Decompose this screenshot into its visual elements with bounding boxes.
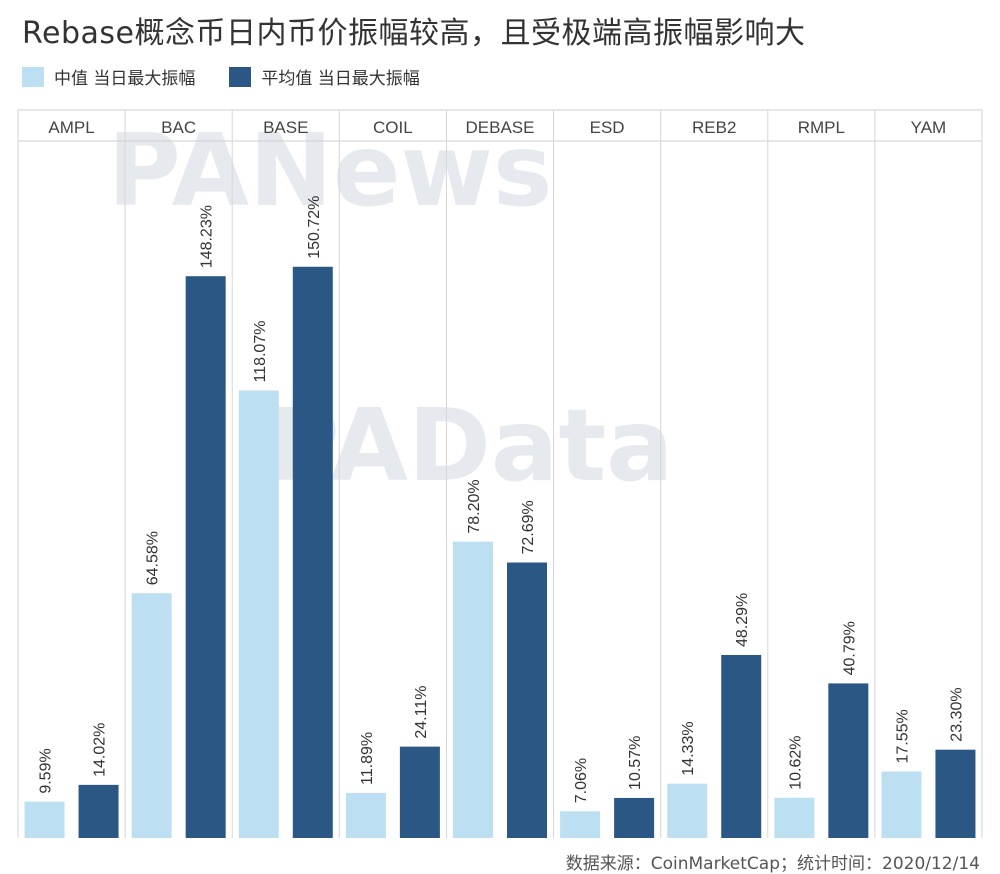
source-note: 数据来源：CoinMarketCap；统计时间：2020/12/14 bbox=[565, 854, 980, 874]
data-label: 17.55% bbox=[894, 709, 911, 763]
data-labels: 9.59% 14.02% 64.58% 148.23% 118.07% 150.72% 11… bbox=[38, 196, 966, 804]
data-label: 78.20% bbox=[466, 479, 483, 533]
bar-median bbox=[667, 783, 708, 838]
data-label: 48.29% bbox=[734, 593, 751, 647]
data-label: 11.89% bbox=[359, 732, 376, 785]
data-label: 118.07% bbox=[252, 321, 269, 383]
bar-mean bbox=[292, 266, 333, 838]
category-label: RMPL bbox=[798, 118, 845, 137]
legend-item-median: 中值 当日最大振幅 bbox=[22, 64, 195, 89]
data-label: 64.58% bbox=[145, 531, 162, 585]
data-label: 14.02% bbox=[92, 723, 109, 777]
data-label: 40.79% bbox=[841, 621, 858, 675]
legend-item-mean: 平均值 当日最大振幅 bbox=[229, 64, 420, 89]
bar-mean bbox=[507, 562, 547, 838]
data-label: 10.57% bbox=[627, 736, 644, 790]
watermark-text: PANews bbox=[108, 112, 553, 229]
bar-mean bbox=[935, 749, 976, 838]
bars bbox=[24, 266, 976, 838]
category-label: DEBASE bbox=[466, 118, 535, 137]
bar-median bbox=[774, 797, 815, 838]
bar-median bbox=[453, 541, 493, 838]
data-label: 72.69% bbox=[520, 500, 537, 554]
legend-label-median: 中值 当日最大振幅 bbox=[54, 69, 196, 89]
bar-median bbox=[238, 390, 279, 838]
category-label: YAM bbox=[911, 118, 947, 137]
bar-mean bbox=[721, 654, 762, 838]
bar-mean bbox=[185, 276, 226, 838]
watermarks: PANews PAData bbox=[108, 112, 674, 504]
category-label: BASE bbox=[263, 118, 308, 137]
chart-frame: AMPL BAC BASE COIL DEBASE ESD REB2 RMPL YAM bbox=[17, 109, 983, 838]
data-label: 148.23% bbox=[199, 205, 216, 268]
data-label: 23.30% bbox=[948, 687, 965, 741]
category-label: ESD bbox=[590, 118, 625, 137]
legend-label-mean: 平均值 当日最大振幅 bbox=[261, 69, 420, 89]
data-label: 7.06% bbox=[573, 758, 590, 803]
legend-swatch-mean bbox=[229, 66, 252, 87]
watermark-text: PAData bbox=[266, 387, 673, 504]
bar-median bbox=[881, 771, 922, 838]
data-label: 10.62% bbox=[787, 735, 804, 789]
category-label: AMPL bbox=[48, 118, 94, 137]
bar-median bbox=[560, 811, 601, 838]
category-label: BAC bbox=[161, 118, 196, 137]
chart-title: Rebase概念币日内币价振幅较高，且受极端高振幅影响大 bbox=[22, 16, 806, 51]
bar-mean bbox=[78, 784, 119, 838]
data-label: 9.59% bbox=[38, 748, 55, 793]
bar-median bbox=[345, 792, 386, 838]
bar-mean bbox=[614, 797, 655, 838]
data-label: 150.72% bbox=[306, 196, 323, 259]
category-label: REB2 bbox=[692, 118, 736, 137]
bar-median bbox=[24, 801, 65, 838]
bar-median bbox=[131, 593, 172, 838]
bar-mean bbox=[399, 746, 440, 838]
data-label: 24.11% bbox=[413, 686, 430, 739]
legend-swatch-median bbox=[22, 66, 44, 87]
category-label: COIL bbox=[373, 118, 413, 137]
data-label: 14.33% bbox=[680, 721, 697, 775]
legend: 中值 当日最大振幅 平均值 当日最大振幅 bbox=[22, 64, 454, 89]
bar-mean bbox=[828, 683, 869, 838]
